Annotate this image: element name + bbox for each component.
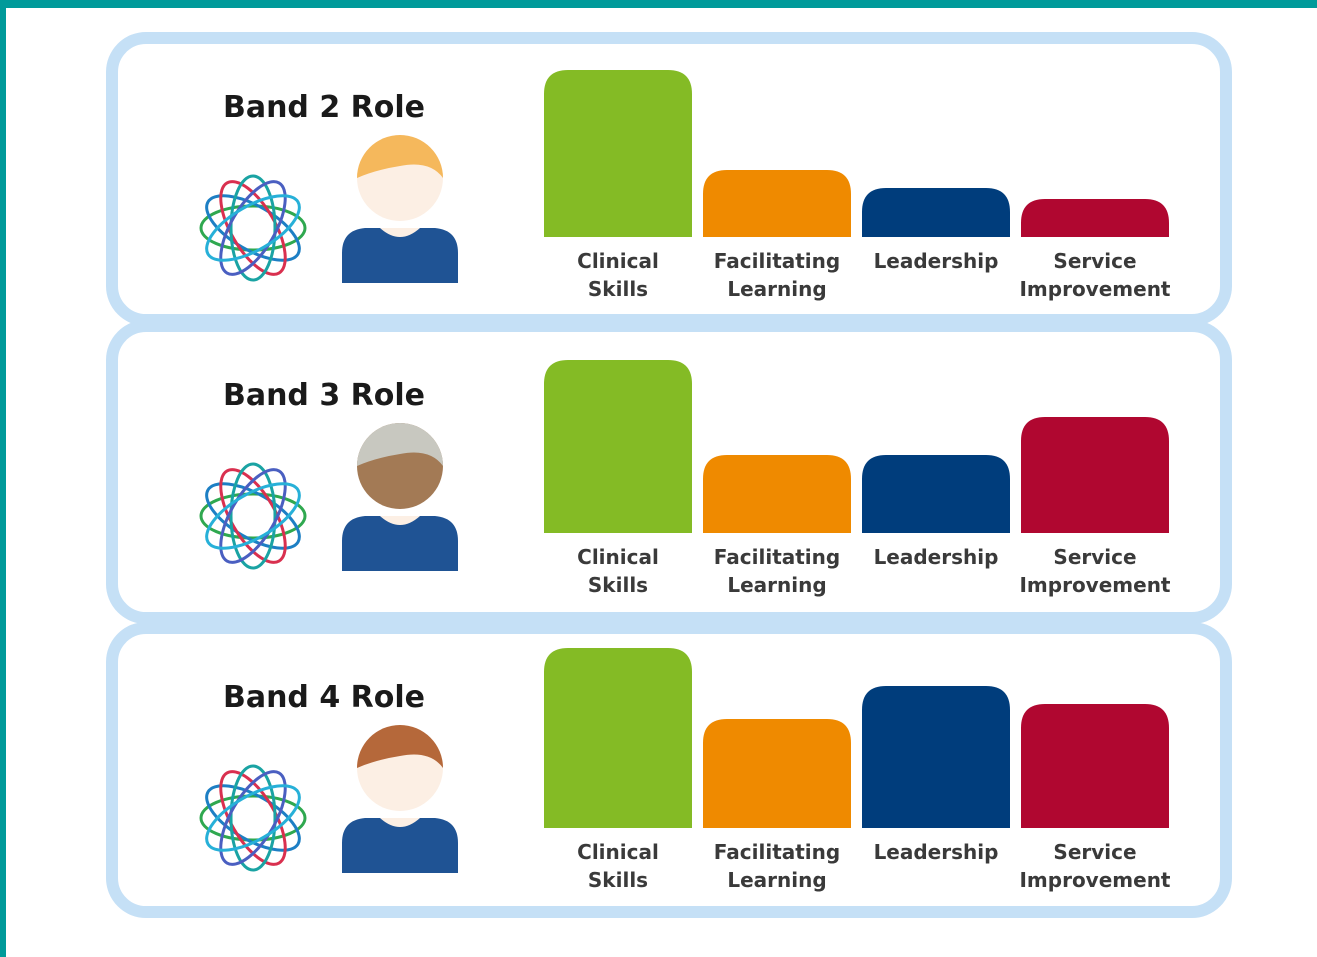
category-line: Facilitating: [714, 545, 840, 569]
category-line: Learning: [727, 277, 826, 301]
panel-title: Band 4 Role: [223, 680, 425, 715]
category-line: Learning: [727, 868, 826, 892]
category-line: Clinical: [577, 249, 659, 273]
category-label: Facilitating Learning: [714, 249, 840, 301]
category-line: Learning: [727, 573, 826, 597]
category-line: Improvement: [1019, 573, 1170, 597]
logo-ring: [205, 482, 301, 550]
bar: [703, 719, 851, 828]
logo-ring: [205, 784, 301, 852]
logo-ring: [205, 784, 301, 852]
category-line: Service: [1053, 545, 1136, 569]
category-line: Clinical: [577, 840, 659, 864]
category-label: Facilitating Learning: [714, 840, 840, 892]
logo-ring: [205, 482, 301, 550]
logo-ring: [219, 468, 287, 564]
person-icon: [342, 423, 458, 571]
person-body: [342, 818, 458, 873]
person-icon: [342, 135, 458, 283]
category-line: Improvement: [1019, 868, 1170, 892]
person-collar: [380, 516, 420, 525]
bar: [1021, 704, 1169, 828]
logo-ring: [205, 194, 301, 262]
category-line: Skills: [588, 868, 648, 892]
category-line: Facilitating: [714, 840, 840, 864]
bar: [703, 170, 851, 237]
logo-ring: [219, 180, 287, 276]
person-body: [342, 516, 458, 571]
category-line: Service: [1053, 249, 1136, 273]
category-line: Improvement: [1019, 277, 1170, 301]
category-line: Service: [1053, 840, 1136, 864]
bar: [862, 455, 1010, 533]
bar: [862, 686, 1010, 828]
category-line: Skills: [588, 277, 648, 301]
logo-ring: [219, 770, 287, 866]
person-collar: [380, 228, 420, 237]
category-label: Leadership: [874, 249, 999, 273]
logo: [199, 174, 307, 282]
person-collar: [380, 818, 420, 827]
logo-ring: [229, 174, 277, 282]
bar: [703, 455, 851, 533]
category-line: Facilitating: [714, 249, 840, 273]
person-icon: [342, 725, 458, 873]
bar: [1021, 199, 1169, 237]
left-border: [0, 0, 6, 957]
bar: [544, 70, 692, 237]
logo-ring: [219, 468, 287, 564]
category-label: Service Improvement: [1019, 249, 1170, 301]
category-label: Leadership: [874, 840, 999, 864]
logo: [199, 764, 307, 872]
panel-title: Band 3 Role: [223, 378, 425, 413]
logo: [199, 462, 307, 570]
person-hair: [357, 135, 443, 178]
logo-ring: [199, 204, 307, 252]
person-hair: [357, 423, 443, 466]
category-label: Service Improvement: [1019, 840, 1170, 892]
category-label: Clinical Skills: [577, 840, 659, 892]
bar: [544, 648, 692, 828]
category-line: Clinical: [577, 545, 659, 569]
bar: [862, 188, 1010, 237]
person-body: [342, 228, 458, 283]
category-line: Skills: [588, 573, 648, 597]
top-border: [0, 0, 1317, 8]
logo-ring: [199, 492, 307, 540]
category-line: Leadership: [874, 249, 999, 273]
category-label: Service Improvement: [1019, 545, 1170, 597]
bar: [1021, 417, 1169, 533]
logo-ring: [229, 462, 277, 570]
category-label: Facilitating Learning: [714, 545, 840, 597]
bar: [544, 360, 692, 533]
logo-ring: [205, 194, 301, 262]
category-label: Leadership: [874, 545, 999, 569]
logo-ring: [219, 770, 287, 866]
category-label: Clinical Skills: [577, 249, 659, 301]
logo-ring: [229, 764, 277, 872]
person-hair: [357, 725, 443, 768]
logo-ring: [199, 794, 307, 842]
logo-ring: [219, 180, 287, 276]
category-label: Clinical Skills: [577, 545, 659, 597]
panel-title: Band 2 Role: [223, 90, 425, 125]
category-line: Leadership: [874, 840, 999, 864]
category-line: Leadership: [874, 545, 999, 569]
